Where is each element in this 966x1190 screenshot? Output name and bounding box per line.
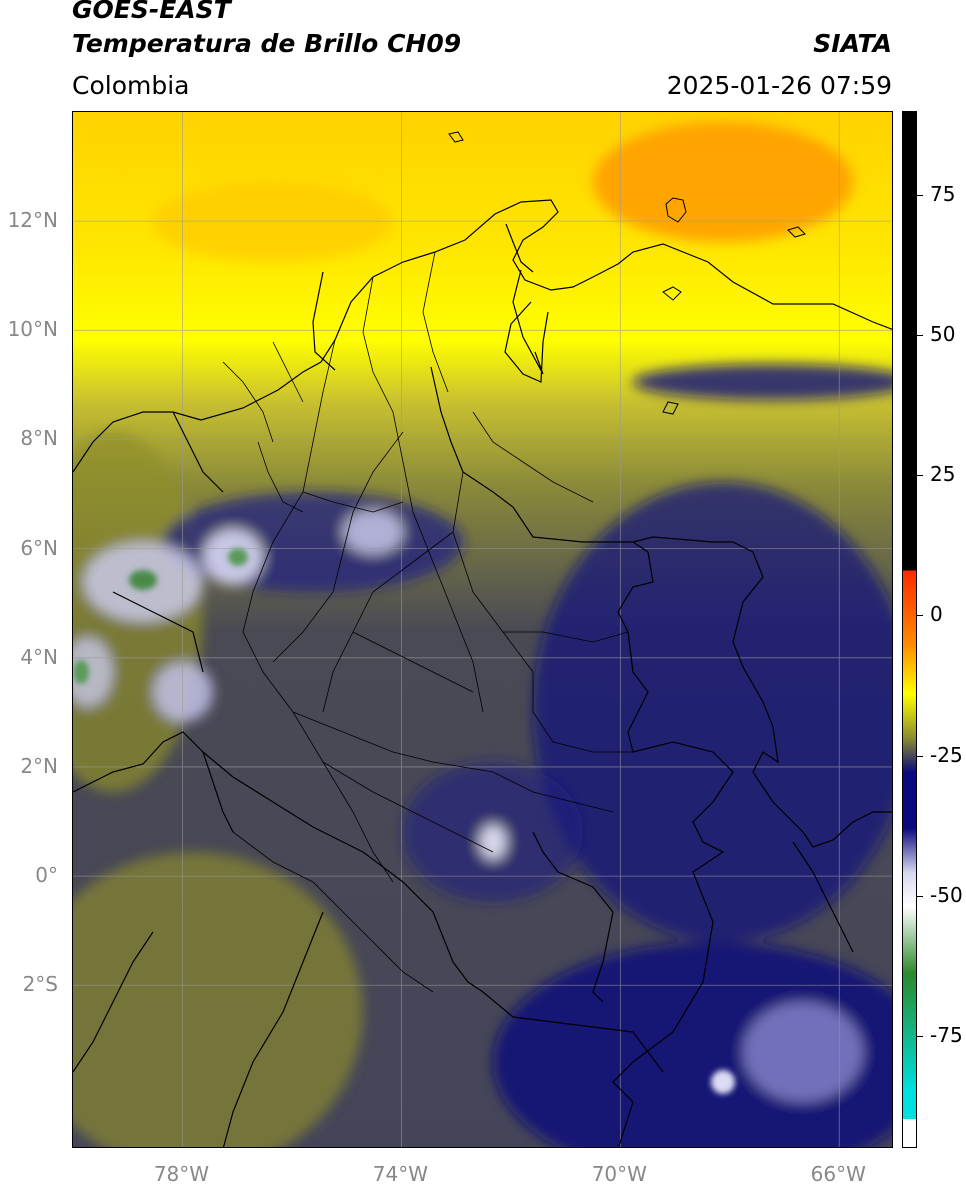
lon-tick-label: 78°W xyxy=(153,1162,210,1186)
colorbar-tick xyxy=(917,755,923,757)
colorbar-tick xyxy=(917,475,923,477)
lat-tick-label: 4°N xyxy=(20,644,58,669)
lon-tick-label: 74°W xyxy=(372,1162,428,1186)
lat-tick-label: 2°S xyxy=(22,972,58,997)
colorbar-tick xyxy=(917,195,923,197)
lat-tick-label: 10°N xyxy=(7,317,58,342)
region-label: Colombia xyxy=(72,71,190,100)
satellite-title: GOES-EAST xyxy=(72,0,231,24)
map-canvas xyxy=(73,112,892,1147)
cloud-field xyxy=(73,122,892,1147)
satellite-map[interactable] xyxy=(72,111,893,1148)
colorbar-tick-label: 25 xyxy=(930,462,956,487)
colorbar-tick-label: -75 xyxy=(930,1022,963,1047)
colorbar-tick-label: 75 xyxy=(930,182,956,207)
cold-cloud-tops xyxy=(73,548,735,1094)
agency-label: SIATA xyxy=(813,29,892,58)
colorbar-tick-label: -50 xyxy=(930,882,963,907)
islands xyxy=(448,131,806,415)
lon-tick-label: 66°W xyxy=(810,1162,866,1186)
department-borders xyxy=(222,251,633,993)
country-borders xyxy=(73,199,892,1147)
temperature-colorbar xyxy=(902,111,917,1148)
timestamp-label: 2025-01-26 07:59 xyxy=(666,71,892,100)
colorbar-tick xyxy=(917,335,923,337)
graticule xyxy=(73,112,892,1147)
lat-tick-label: 8°N xyxy=(20,426,58,451)
lat-tick-label: 0° xyxy=(35,863,58,888)
lon-tick-label: 70°W xyxy=(591,1162,647,1186)
colorbar-tick-label: 50 xyxy=(930,322,956,347)
colorbar-tick-label: 0 xyxy=(930,602,943,627)
lat-tick-label: 6°N xyxy=(20,535,58,560)
colorbar-tick xyxy=(917,895,923,897)
colorbar-tick xyxy=(917,615,923,617)
lat-tick-label: 2°N xyxy=(20,753,58,778)
lat-tick-label: 12°N xyxy=(7,208,58,233)
colorbar-tick-label: -25 xyxy=(930,742,963,767)
colorbar-tick xyxy=(917,1035,923,1037)
product-title: Temperatura de Brillo CH09 xyxy=(72,29,462,58)
